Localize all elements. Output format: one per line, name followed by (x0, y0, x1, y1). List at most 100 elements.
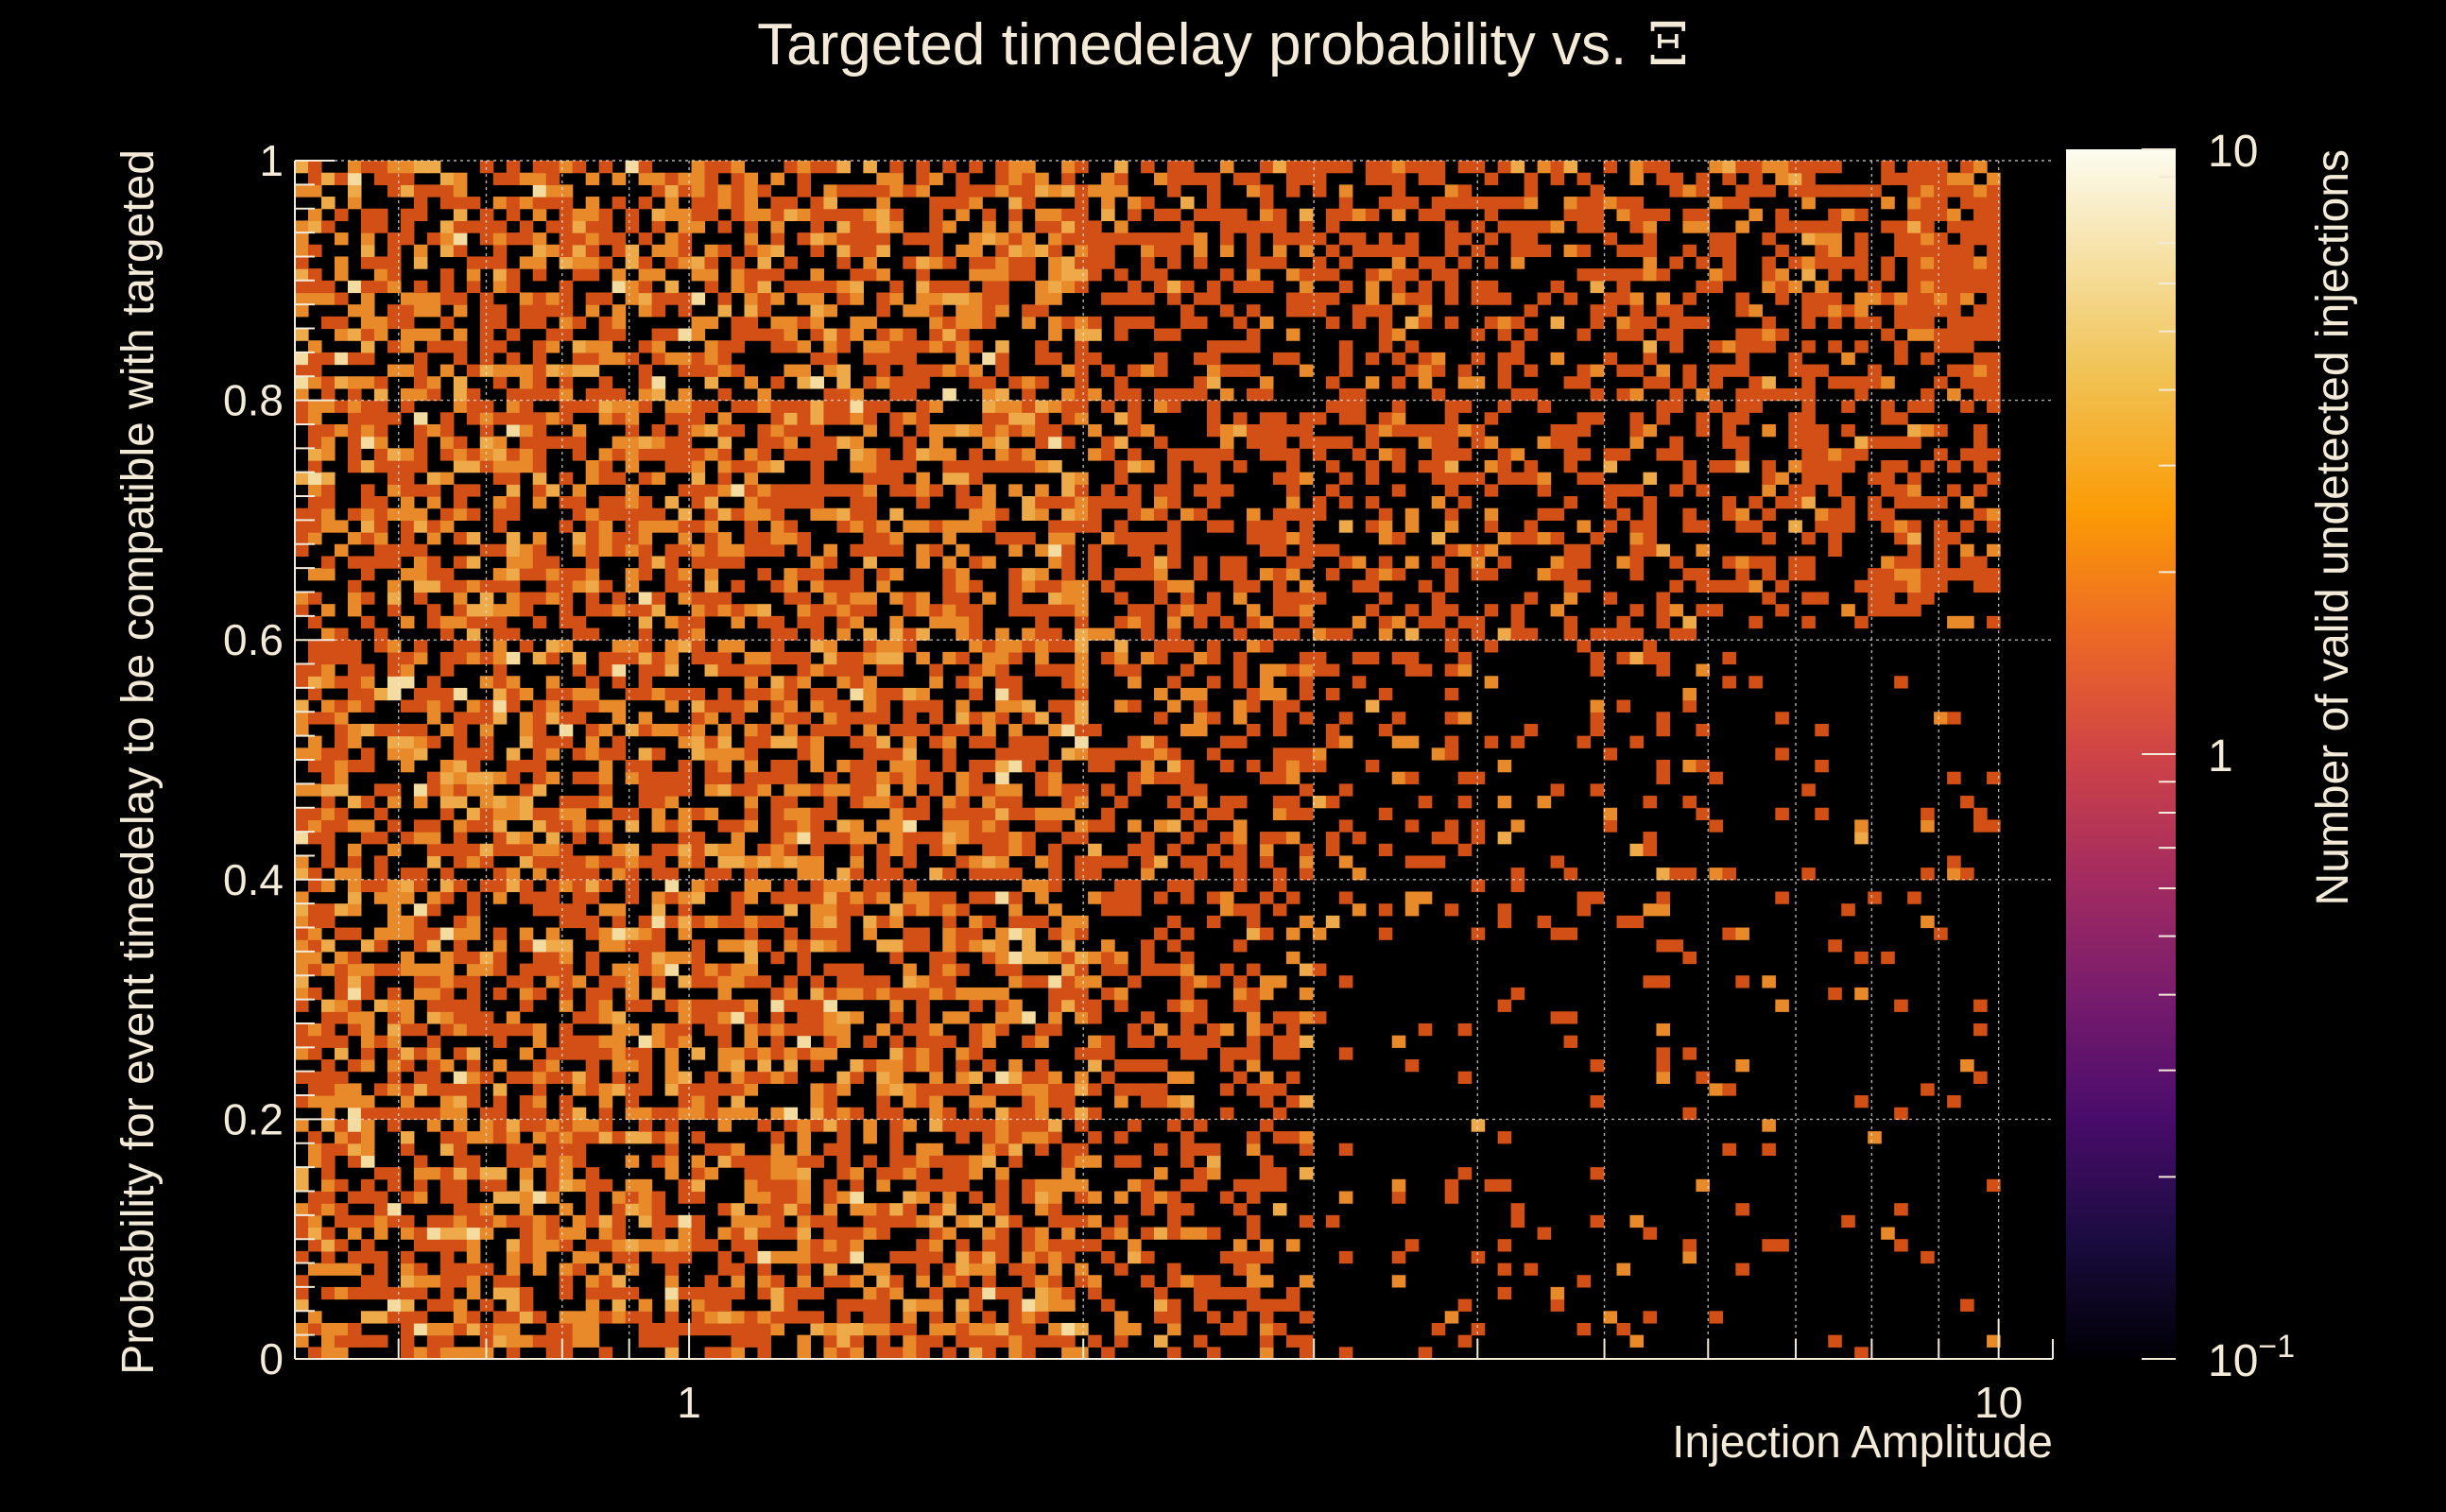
heatmap-cell (1232, 1203, 1248, 1216)
heatmap-cell (744, 760, 759, 773)
heatmap-cell (717, 963, 732, 976)
heatmap-cell (664, 232, 680, 246)
heatmap-cell (836, 1167, 851, 1180)
heatmap-cell (1022, 832, 1036, 845)
heatmap-cell (347, 1227, 362, 1240)
heatmap-cell (387, 783, 402, 797)
heatmap-cell (307, 1143, 322, 1157)
heatmap-cell (612, 712, 627, 725)
heatmap-cell (1101, 184, 1115, 198)
heatmap-cell (295, 1334, 309, 1348)
heatmap-cell (1352, 208, 1367, 221)
heatmap-cell (532, 364, 547, 377)
heatmap-cell (1141, 1250, 1155, 1264)
heatmap-cell (347, 843, 362, 857)
heatmap-cell (307, 423, 322, 438)
heatmap-cell (903, 1155, 917, 1168)
heatmap-cell (916, 172, 930, 185)
heatmap-cell (744, 735, 759, 748)
heatmap-cell (651, 1131, 666, 1144)
heatmap-cell (1325, 292, 1340, 305)
heatmap-cell (691, 197, 706, 210)
heatmap-cell (889, 627, 904, 641)
heatmap-cell (956, 172, 970, 185)
heatmap-cell (823, 1239, 837, 1252)
heatmap-cell (1312, 292, 1327, 305)
heatmap-cell (598, 412, 613, 425)
heatmap-cell (492, 448, 508, 461)
heatmap-cell (1154, 507, 1168, 521)
heatmap-cell (1537, 532, 1552, 545)
heatmap-cell (1180, 1178, 1195, 1193)
heatmap-cell (1219, 903, 1234, 917)
heatmap-cell (1154, 1298, 1168, 1312)
heatmap-cell (956, 796, 970, 809)
heatmap-cell (347, 879, 362, 893)
heatmap-cell (1180, 999, 1195, 1012)
heatmap-cell (664, 543, 680, 558)
heatmap-cell (770, 292, 785, 305)
heatmap-cell (691, 423, 706, 438)
heatmap-cell (678, 1178, 693, 1193)
heatmap-cell (1206, 1347, 1221, 1360)
heatmap-cell (466, 855, 481, 868)
heatmap-cell (678, 723, 693, 737)
heatmap-cell (334, 328, 349, 341)
heatmap-cell (863, 1131, 877, 1144)
heatmap-cell (307, 568, 322, 581)
heatmap-cell (691, 1167, 706, 1180)
heatmap-cell (995, 939, 1009, 953)
heatmap-cell (1141, 1227, 1155, 1240)
heatmap-cell (784, 532, 799, 545)
heatmap-cell (942, 520, 956, 533)
heatmap-cell (373, 1083, 388, 1096)
heatmap-cell (691, 1286, 706, 1300)
heatmap-cell (678, 232, 693, 246)
heatmap-cell (295, 832, 309, 845)
heatmap-cell (757, 280, 772, 294)
heatmap-cell (1022, 496, 1036, 509)
heatmap-cell (1101, 1250, 1115, 1264)
heatmap-cell (1128, 699, 1142, 713)
heatmap-cell (506, 484, 521, 497)
heatmap-cell (1141, 532, 1155, 545)
heatmap-cell (1299, 304, 1314, 318)
heatmap-cell (770, 520, 785, 533)
heatmap-cell (598, 663, 613, 677)
heatmap-cell (1008, 161, 1023, 174)
heatmap-cell (1061, 1347, 1076, 1360)
heatmap-cell (453, 507, 468, 521)
heatmap-cell (995, 1022, 1009, 1037)
heatmap-cell (1061, 316, 1076, 330)
heatmap-cell (1035, 244, 1049, 258)
heatmap-cell (1101, 627, 1115, 641)
heatmap-cell (479, 819, 494, 833)
heatmap-cell (625, 568, 640, 581)
heatmap-cell (506, 568, 521, 581)
heatmap-cell (836, 436, 851, 449)
heatmap-cell (1154, 1143, 1168, 1157)
heatmap-cell (612, 1131, 627, 1144)
heatmap-cell (453, 1214, 468, 1228)
heatmap-cell (453, 723, 468, 737)
heatmap-cell (731, 1011, 746, 1024)
heatmap-cell (400, 220, 415, 233)
heatmap-cell (850, 280, 864, 294)
heatmap-cell (492, 520, 508, 533)
heatmap-cell (612, 1191, 627, 1204)
heatmap-cell (956, 304, 970, 318)
heatmap-cell (995, 699, 1009, 713)
heatmap-cell (691, 843, 706, 857)
heatmap-cell (678, 771, 693, 784)
heatmap-cell (1285, 1022, 1301, 1037)
heatmap-cell (387, 723, 402, 737)
heatmap-cell (532, 1071, 547, 1084)
heatmap-cell (995, 855, 1009, 868)
heatmap-cell (1259, 387, 1274, 402)
heatmap-cell (1497, 999, 1512, 1012)
heatmap-cell (387, 879, 402, 893)
heatmap-cell (413, 1047, 428, 1060)
heatmap-cell (307, 268, 322, 282)
heatmap-cell (770, 712, 785, 725)
heatmap-cell (744, 1022, 759, 1037)
